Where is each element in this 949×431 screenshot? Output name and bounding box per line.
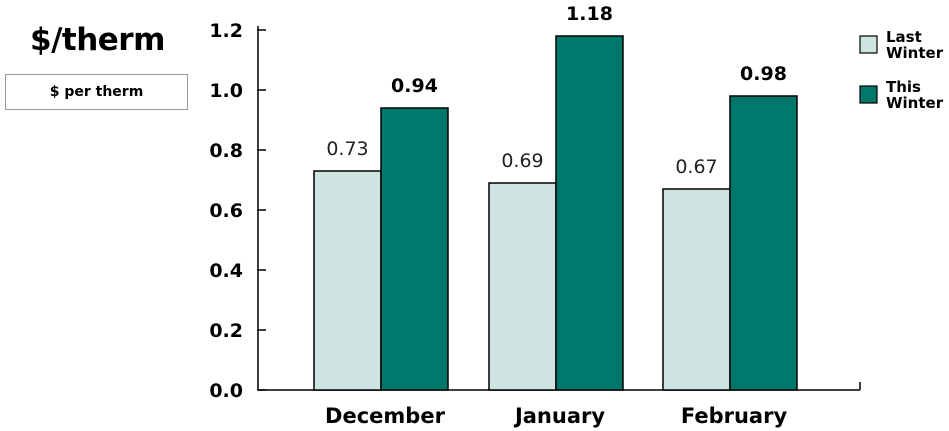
legend-label-line1: Last [886, 28, 922, 46]
data-label: 0.73 [326, 138, 368, 160]
bar-last-winter [313, 170, 382, 391]
bar-this-winter [729, 95, 798, 391]
y-tick-label: 0.2 [209, 320, 243, 342]
bar-last-winter [488, 182, 557, 391]
bar-last-winter [662, 188, 731, 391]
legend-label-line1: This [886, 78, 921, 96]
legend-swatch [859, 85, 878, 104]
legend-label-line2: Winter [886, 44, 944, 62]
data-label: 0.98 [740, 63, 787, 85]
legend-swatch [859, 35, 878, 54]
chart-unit-title: $/therm [30, 22, 165, 58]
legend-label-line2: Winter [886, 94, 944, 112]
y-tick-label: 1.0 [209, 80, 243, 102]
y-tick-label: 0.4 [209, 260, 243, 282]
y-tick-label: 0.6 [209, 200, 243, 222]
y-tick-label: 1.2 [209, 20, 243, 42]
data-label: 0.67 [675, 156, 717, 178]
data-label: 0.94 [391, 75, 438, 97]
x-category-label: January [513, 404, 605, 428]
data-label: 1.18 [566, 3, 613, 25]
bar-this-winter [555, 35, 624, 391]
bar-this-winter [380, 107, 449, 391]
x-category-label: February [681, 404, 788, 428]
unit-description-box: $ per therm [5, 74, 188, 110]
y-tick-label: 0.8 [209, 140, 243, 162]
y-tick-label: 0.0 [209, 380, 243, 402]
data-label: 0.69 [501, 150, 543, 172]
x-category-label: December [325, 404, 446, 428]
